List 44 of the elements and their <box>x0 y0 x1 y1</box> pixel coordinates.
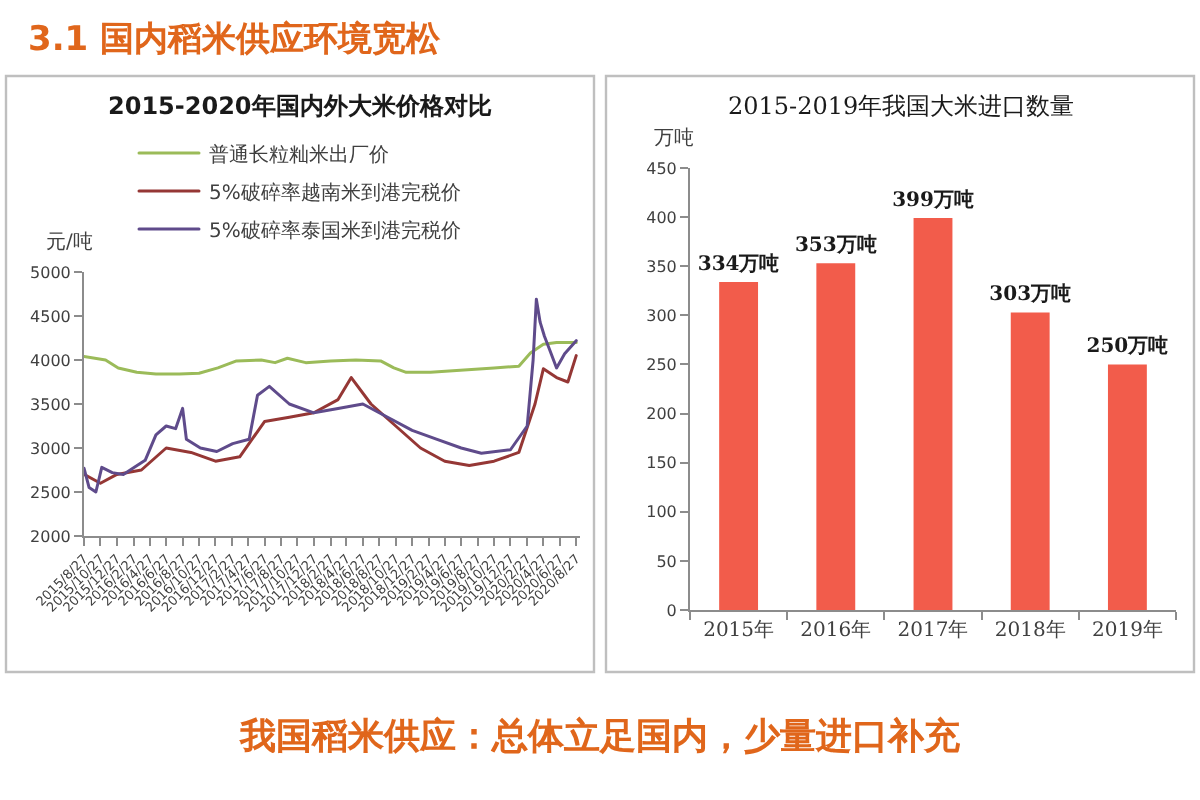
x-tick-label: 2015年 <box>703 618 775 642</box>
data-label: 250万吨 <box>1086 334 1169 359</box>
y-tick-label: 4500 <box>30 307 71 326</box>
legend-label: 5%破碎率泰国米到港完税价 <box>209 218 461 243</box>
y-axis-title: 元/吨 <box>46 230 93 254</box>
line-series <box>84 354 578 485</box>
data-label: 399万吨 <box>892 188 974 213</box>
y-axis-title: 万吨 <box>654 126 694 150</box>
text: 3.1 国内稻米供应环境宽松 <box>28 20 443 60</box>
y-tick-label: 350 <box>646 257 677 276</box>
data-label: 303万吨 <box>989 282 1072 307</box>
y-tick-label: 0 <box>666 601 677 620</box>
x-tick-label: 2018年 <box>994 618 1066 642</box>
x-tick-label: 2017年 <box>897 618 969 642</box>
y-tick-label: 450 <box>646 159 677 178</box>
y-tick-label: 250 <box>646 356 677 375</box>
data-label: 334万吨 <box>697 251 780 276</box>
y-tick-label: 50 <box>656 552 677 571</box>
y-tick-label: 3000 <box>30 439 71 458</box>
x-tick-label: 2019年 <box>1091 618 1163 642</box>
bar <box>816 263 856 610</box>
y-tick-label: 150 <box>646 454 677 473</box>
y-tick-label: 300 <box>646 306 677 325</box>
bar <box>913 218 953 610</box>
y-tick-label: 5000 <box>30 263 71 282</box>
bar <box>1107 364 1147 610</box>
chart-title: 2015-2019年我国大米进口数量 <box>728 92 1075 120</box>
bar <box>719 281 759 610</box>
line-series <box>84 340 578 376</box>
x-tick-label: 2016年 <box>800 618 872 642</box>
line-series <box>84 297 578 494</box>
y-tick-label: 2500 <box>30 483 71 502</box>
y-tick-label: 100 <box>646 503 677 522</box>
y-tick-label: 4000 <box>30 351 71 370</box>
y-tick-label: 400 <box>646 208 677 227</box>
y-tick-label: 3500 <box>30 395 71 414</box>
chart-title: 2015-2020年国内外大米价格对比 <box>108 92 492 120</box>
data-label: 353万吨 <box>794 233 877 258</box>
y-tick-label: 2000 <box>30 527 71 546</box>
text: 我国稻米供应：总体立足国内，少量进口补充 <box>238 716 962 758</box>
bar <box>1010 312 1050 610</box>
legend-label: 5%破碎率越南米到港完税价 <box>209 180 461 205</box>
y-tick-label: 200 <box>646 405 677 424</box>
legend-label: 普通长粒籼米出厂价 <box>209 142 389 167</box>
